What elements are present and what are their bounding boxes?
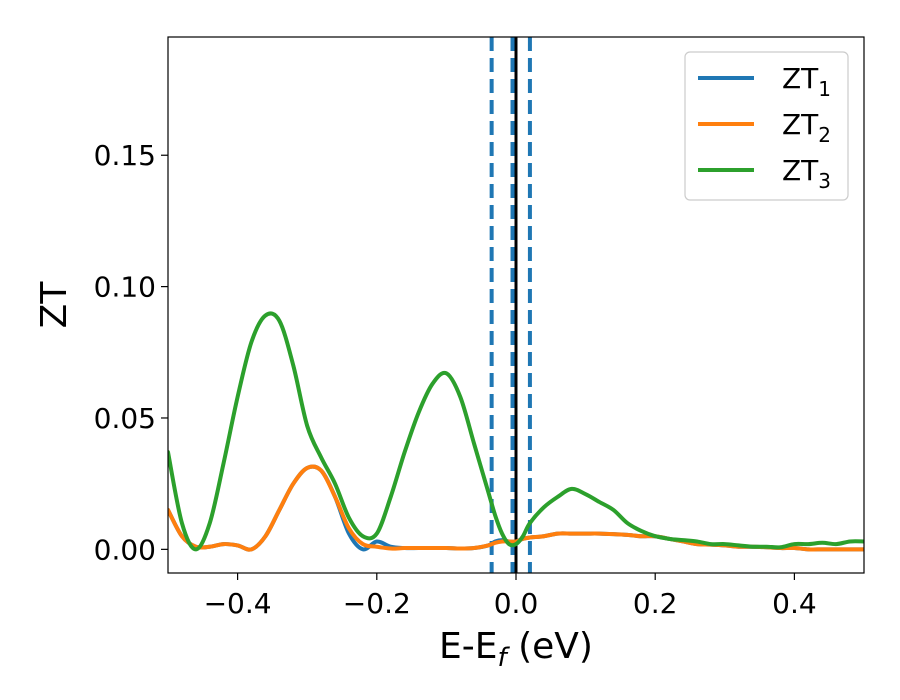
x-axis-label-main: E-E (439, 626, 497, 667)
x-tick-label: 0.0 (494, 587, 539, 620)
vertical-reference-lines (489, 37, 532, 573)
legend-label-zt3: ZT3 (782, 154, 831, 193)
x-axis-ticks: −0.4 −0.2 0.0 0.2 0.4 (204, 573, 817, 620)
x-axis-label-unit: (eV) (507, 626, 593, 667)
legend-label-main: ZT (782, 154, 819, 187)
legend-label-main: ZT (782, 108, 819, 141)
legend-label-zt2: ZT2 (782, 108, 831, 147)
x-tick-label: −0.4 (204, 587, 272, 620)
y-tick-label: 0.00 (94, 533, 156, 566)
x-tick-label: 0.2 (633, 587, 678, 620)
legend-label-zt1: ZT1 (782, 62, 831, 101)
y-tick-label: 0.10 (94, 271, 156, 304)
x-tick-label: 0.4 (772, 587, 817, 620)
y-tick-label: 0.05 (94, 402, 156, 435)
legend-label-main: ZT (782, 62, 819, 95)
y-axis-ticks: 0.00 0.05 0.10 0.15 (94, 139, 168, 566)
legend-box (684, 51, 849, 201)
x-axis-label: E-Ef (eV) (439, 626, 593, 673)
legend-label-subscript: 1 (818, 77, 831, 101)
y-axis-label: ZT (34, 281, 75, 329)
y-tick-label: 0.15 (94, 139, 156, 172)
legend-label-subscript: 2 (818, 123, 831, 147)
series-line-zt3 (168, 311, 864, 552)
x-tick-label: −0.2 (343, 587, 411, 620)
series-lines (168, 311, 864, 552)
legend-label-subscript: 3 (818, 169, 831, 193)
